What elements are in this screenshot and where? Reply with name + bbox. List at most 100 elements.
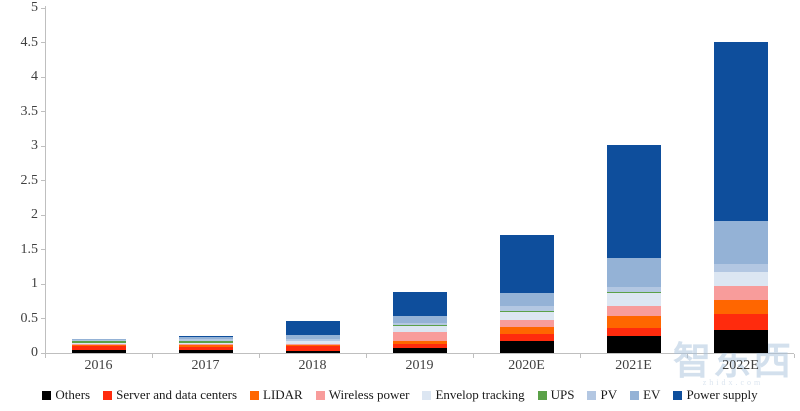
bar-segment-pv xyxy=(285,339,340,341)
legend-swatch-icon xyxy=(315,390,325,400)
bar-segment-ev xyxy=(606,257,661,288)
bar-segment-others xyxy=(71,349,126,353)
x-tick-mark xyxy=(687,354,688,358)
y-tick-mark xyxy=(41,249,46,250)
y-tick-mark xyxy=(41,7,46,9)
x-tick-mark xyxy=(259,354,260,358)
bar-segment-wireless-power xyxy=(713,286,768,300)
bar-segment-ups xyxy=(285,340,340,342)
y-tick-label: 3 xyxy=(31,138,38,153)
bar-segment-others xyxy=(606,336,661,353)
bar-segment-envelop-tracking xyxy=(606,293,661,307)
x-tick-mark xyxy=(473,354,474,358)
y-tick-label: 1.5 xyxy=(20,241,39,257)
legend-label: LIDAR xyxy=(263,387,303,402)
x-tick-mark xyxy=(794,354,795,358)
bar-segment-wireless-power xyxy=(499,319,554,327)
legend-swatch-icon xyxy=(103,390,113,400)
x-tick-mark xyxy=(580,354,581,358)
bar-2016 xyxy=(71,338,126,353)
legend-item-envelop-tracking: Envelop tracking xyxy=(422,387,525,403)
bar-2019 xyxy=(392,291,447,353)
bar-segment-lidar xyxy=(285,344,340,347)
bar-segment-pv xyxy=(713,264,768,272)
bar-2017 xyxy=(178,336,233,353)
y-tick-label: 2.5 xyxy=(20,172,39,188)
y-tick-mark xyxy=(41,352,46,354)
legend-swatch-icon xyxy=(250,390,260,400)
bar-segment-ups xyxy=(392,325,447,327)
bar-segment-lidar xyxy=(392,340,447,345)
bar-segment-wireless-power xyxy=(606,306,661,317)
legend-swatch-icon xyxy=(630,390,640,400)
bar-segment-pv xyxy=(178,338,233,341)
x-tick-label: 2018 xyxy=(298,358,327,373)
bar-segment-lidar xyxy=(71,344,126,347)
legend-label: Power supply xyxy=(686,387,758,402)
bar-segment-wireless-power xyxy=(392,331,447,341)
bar-segment-others xyxy=(499,340,554,353)
x-tick-label: 2016 xyxy=(84,358,113,373)
bar-segment-envelop-tracking xyxy=(499,311,554,320)
legend-swatch-icon xyxy=(422,390,432,400)
legend-item-pv: PV xyxy=(587,387,617,403)
bar-segment-server-and-data-centers xyxy=(499,333,554,341)
bar-segment-power-supply xyxy=(285,321,340,336)
bar-segment-lidar xyxy=(499,326,554,334)
bar-segment-power-supply xyxy=(392,291,447,317)
y-tick-mark xyxy=(41,42,46,43)
y-tick-label: 0 xyxy=(31,345,38,360)
legend-item-ev: EV xyxy=(630,387,660,403)
bar-segment-power-supply xyxy=(499,235,554,294)
legend-label: Server and data centers xyxy=(116,387,238,402)
bar-segment-ups xyxy=(178,340,233,344)
bar-segment-power-supply xyxy=(606,145,661,258)
bar-segment-lidar xyxy=(606,316,661,329)
legend-label: EV xyxy=(643,387,661,402)
bar-segment-ups xyxy=(71,341,126,344)
legend-item-power-supply: Power supply xyxy=(673,387,758,403)
bar-segment-ev xyxy=(71,339,126,340)
bar-segment-pv xyxy=(499,306,554,311)
x-tick-label: 2020E xyxy=(508,358,545,373)
legend-label: Wireless power xyxy=(328,387,410,402)
x-tick-label: 2021E xyxy=(615,358,652,373)
bar-segment-ups xyxy=(499,310,554,312)
bar-segment-wireless-power xyxy=(285,344,340,345)
y-tick-mark xyxy=(41,76,46,78)
bar-segment-server-and-data-centers xyxy=(178,346,233,351)
y-tick-label: 1 xyxy=(31,276,38,291)
bar-segment-server-and-data-centers xyxy=(713,314,768,330)
bar-segment-server-and-data-centers xyxy=(285,346,340,351)
bar-segment-envelop-tracking xyxy=(178,343,233,345)
bar-2018 xyxy=(285,321,340,353)
legend-swatch-icon xyxy=(673,390,683,400)
bar-segment-others xyxy=(713,329,768,353)
bar-segment-others xyxy=(285,350,340,353)
bar-segment-ev xyxy=(713,221,768,265)
legend-item-server-and-data-centers: Server and data centers xyxy=(103,387,237,403)
bar-segment-server-and-data-centers xyxy=(606,328,661,337)
bar-segment-envelop-tracking xyxy=(285,341,340,345)
bar-segment-wireless-power xyxy=(71,344,126,345)
bar-segment-power-supply xyxy=(71,338,126,340)
bar-segment-ev xyxy=(499,293,554,307)
legend-label: PV xyxy=(600,387,618,402)
legend-item-lidar: LIDAR xyxy=(250,387,303,403)
bar-segment-server-and-data-centers xyxy=(392,344,447,349)
bar-segment-server-and-data-centers xyxy=(71,346,126,350)
bar-segment-pv xyxy=(71,339,126,342)
legend-item-wireless-power: Wireless power xyxy=(315,387,410,403)
bar-segment-ev xyxy=(285,335,340,340)
legend-swatch-icon xyxy=(587,390,597,400)
y-tick-label: 4.5 xyxy=(20,34,39,50)
y-tick-mark xyxy=(41,180,46,181)
bar-2021E xyxy=(606,145,661,353)
y-tick-label: 0.5 xyxy=(20,310,39,326)
bar-segment-envelop-tracking xyxy=(392,326,447,332)
legend-swatch-icon xyxy=(537,390,547,400)
legend-label: Others xyxy=(55,387,91,402)
x-tick-label: 2022E xyxy=(722,358,759,373)
